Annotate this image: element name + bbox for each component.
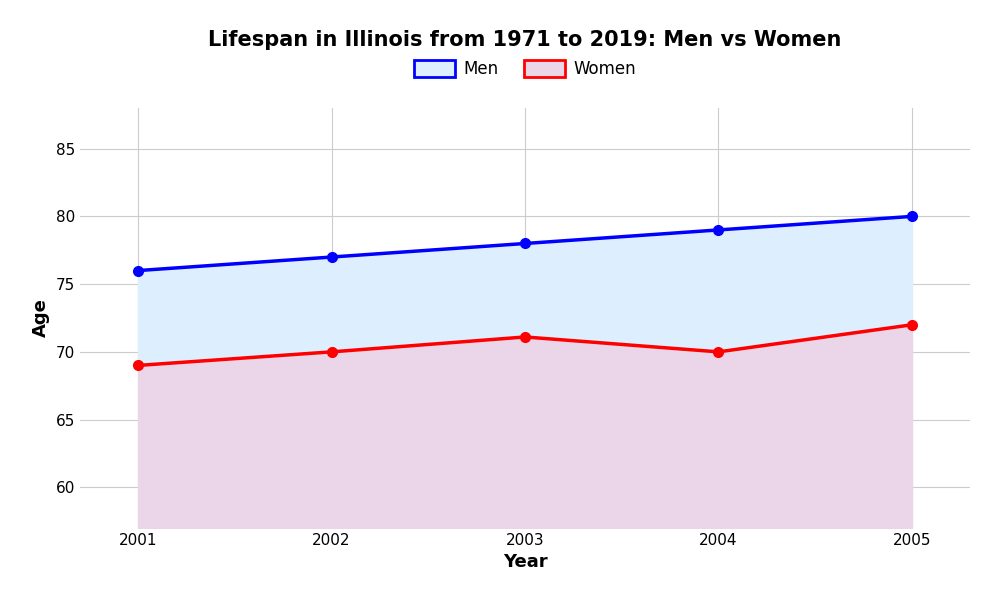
X-axis label: Year: Year bbox=[503, 553, 547, 571]
Legend: Men, Women: Men, Women bbox=[407, 53, 643, 85]
Title: Lifespan in Illinois from 1971 to 2019: Men vs Women: Lifespan in Illinois from 1971 to 2019: … bbox=[208, 29, 842, 49]
Y-axis label: Age: Age bbox=[32, 299, 50, 337]
